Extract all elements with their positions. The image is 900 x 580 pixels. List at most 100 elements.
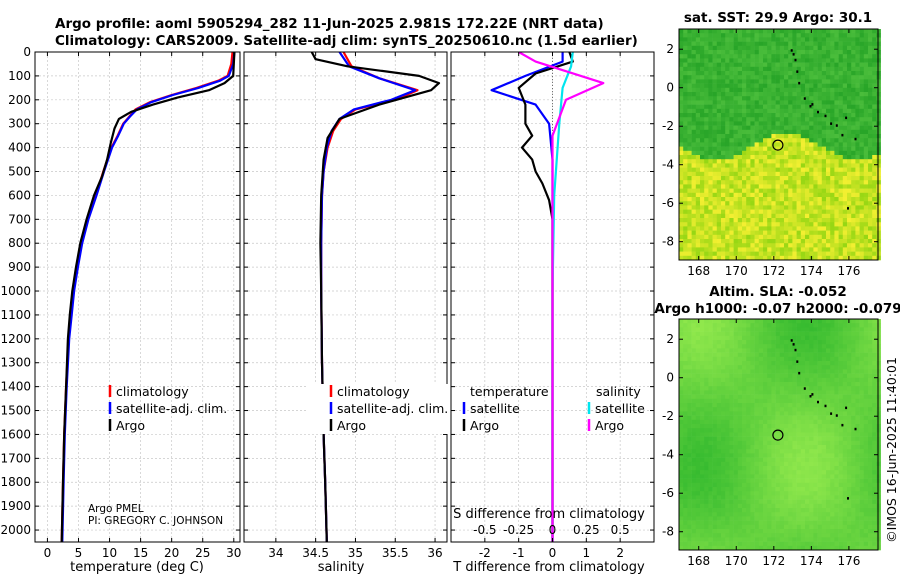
map-cell — [687, 516, 692, 521]
map-cell — [721, 96, 726, 101]
map-cell — [767, 478, 772, 484]
map-cell — [737, 155, 743, 160]
map-cell — [737, 382, 743, 387]
map-cell — [851, 83, 856, 89]
map-cell — [695, 134, 701, 139]
map-cell — [821, 209, 827, 215]
map-cell — [826, 327, 831, 332]
map-cell — [742, 457, 747, 463]
map-cell — [712, 29, 718, 34]
map-cell — [754, 92, 760, 97]
map-cell — [771, 474, 776, 479]
map-cell — [721, 29, 726, 34]
map-cell — [813, 180, 818, 185]
map-cell — [700, 222, 705, 227]
map-cell — [821, 377, 827, 383]
map-cell — [771, 398, 776, 404]
map-cell — [775, 230, 781, 236]
map-cell — [758, 58, 764, 63]
map-cell — [842, 205, 848, 210]
map-cell — [729, 432, 734, 437]
map-cell — [708, 104, 713, 110]
map-cell — [695, 41, 701, 47]
map-cell — [842, 234, 848, 240]
map-cell — [695, 142, 701, 147]
map-cell — [771, 129, 776, 135]
map-cell — [784, 352, 789, 358]
map-cell — [788, 377, 793, 383]
map-cell — [792, 432, 797, 437]
map-cell — [725, 474, 730, 479]
map-cell — [805, 390, 810, 395]
map-cell — [830, 205, 835, 210]
map-cell — [805, 108, 810, 114]
map-cell — [842, 142, 848, 147]
map-cell — [708, 365, 713, 370]
map-cell — [788, 83, 793, 89]
map-cell — [847, 171, 852, 177]
map-cell — [813, 222, 818, 227]
map-cell — [788, 424, 793, 429]
map-cell — [809, 87, 814, 93]
map-cell — [750, 113, 755, 118]
map-cell — [767, 218, 772, 223]
map-cell — [721, 247, 726, 252]
map-cell — [742, 159, 747, 164]
map-cell — [691, 255, 697, 261]
map-cell — [792, 424, 797, 429]
map-cell — [876, 155, 881, 160]
map-cell — [779, 134, 785, 139]
map-cell — [771, 33, 776, 38]
map-cell — [847, 159, 852, 164]
map-cell — [876, 87, 881, 93]
map-cell — [859, 117, 865, 122]
map-cell — [708, 545, 713, 551]
map-cell — [792, 512, 797, 517]
map-cell — [737, 440, 743, 446]
map-cell — [775, 348, 781, 353]
map-cell — [729, 394, 734, 400]
map-cell — [834, 58, 839, 63]
map-cell — [771, 516, 776, 521]
map-cell — [767, 545, 772, 551]
map-cell — [775, 41, 781, 47]
map-cell — [842, 71, 848, 76]
map-cell — [712, 205, 718, 210]
map-cell — [683, 415, 688, 421]
map-cell — [758, 331, 764, 337]
map-cell — [750, 369, 755, 374]
map-cell — [687, 398, 692, 404]
map-cell — [746, 512, 751, 517]
map-cell — [796, 33, 802, 38]
map-cell — [859, 87, 865, 93]
map-cell — [838, 197, 844, 202]
map-cell — [700, 390, 705, 395]
map-cell — [729, 45, 734, 51]
map-cell — [838, 75, 844, 80]
map-cell — [842, 79, 848, 84]
map-cell — [742, 365, 747, 370]
map-cell — [876, 75, 881, 80]
map-cell — [708, 222, 713, 227]
map-cell — [830, 239, 835, 244]
map-cell — [813, 487, 818, 492]
map-cell — [830, 134, 835, 139]
s-tick-label: -0.25 — [503, 523, 534, 537]
map-cell — [775, 487, 781, 492]
map-cell — [863, 247, 869, 252]
map-cell — [779, 331, 785, 337]
map-cell — [775, 79, 781, 84]
map-cell — [691, 361, 697, 366]
map-cell — [729, 163, 734, 168]
map-cell — [863, 234, 869, 240]
map-cell — [683, 457, 688, 463]
map-cell — [809, 331, 814, 337]
map-cell — [767, 449, 772, 454]
map-cell — [779, 457, 785, 463]
map-cell — [691, 415, 697, 421]
map-cell — [805, 251, 810, 257]
map-cell — [754, 503, 760, 509]
map-cell — [700, 155, 705, 160]
map-cell — [700, 495, 705, 500]
map-cell — [784, 377, 789, 383]
